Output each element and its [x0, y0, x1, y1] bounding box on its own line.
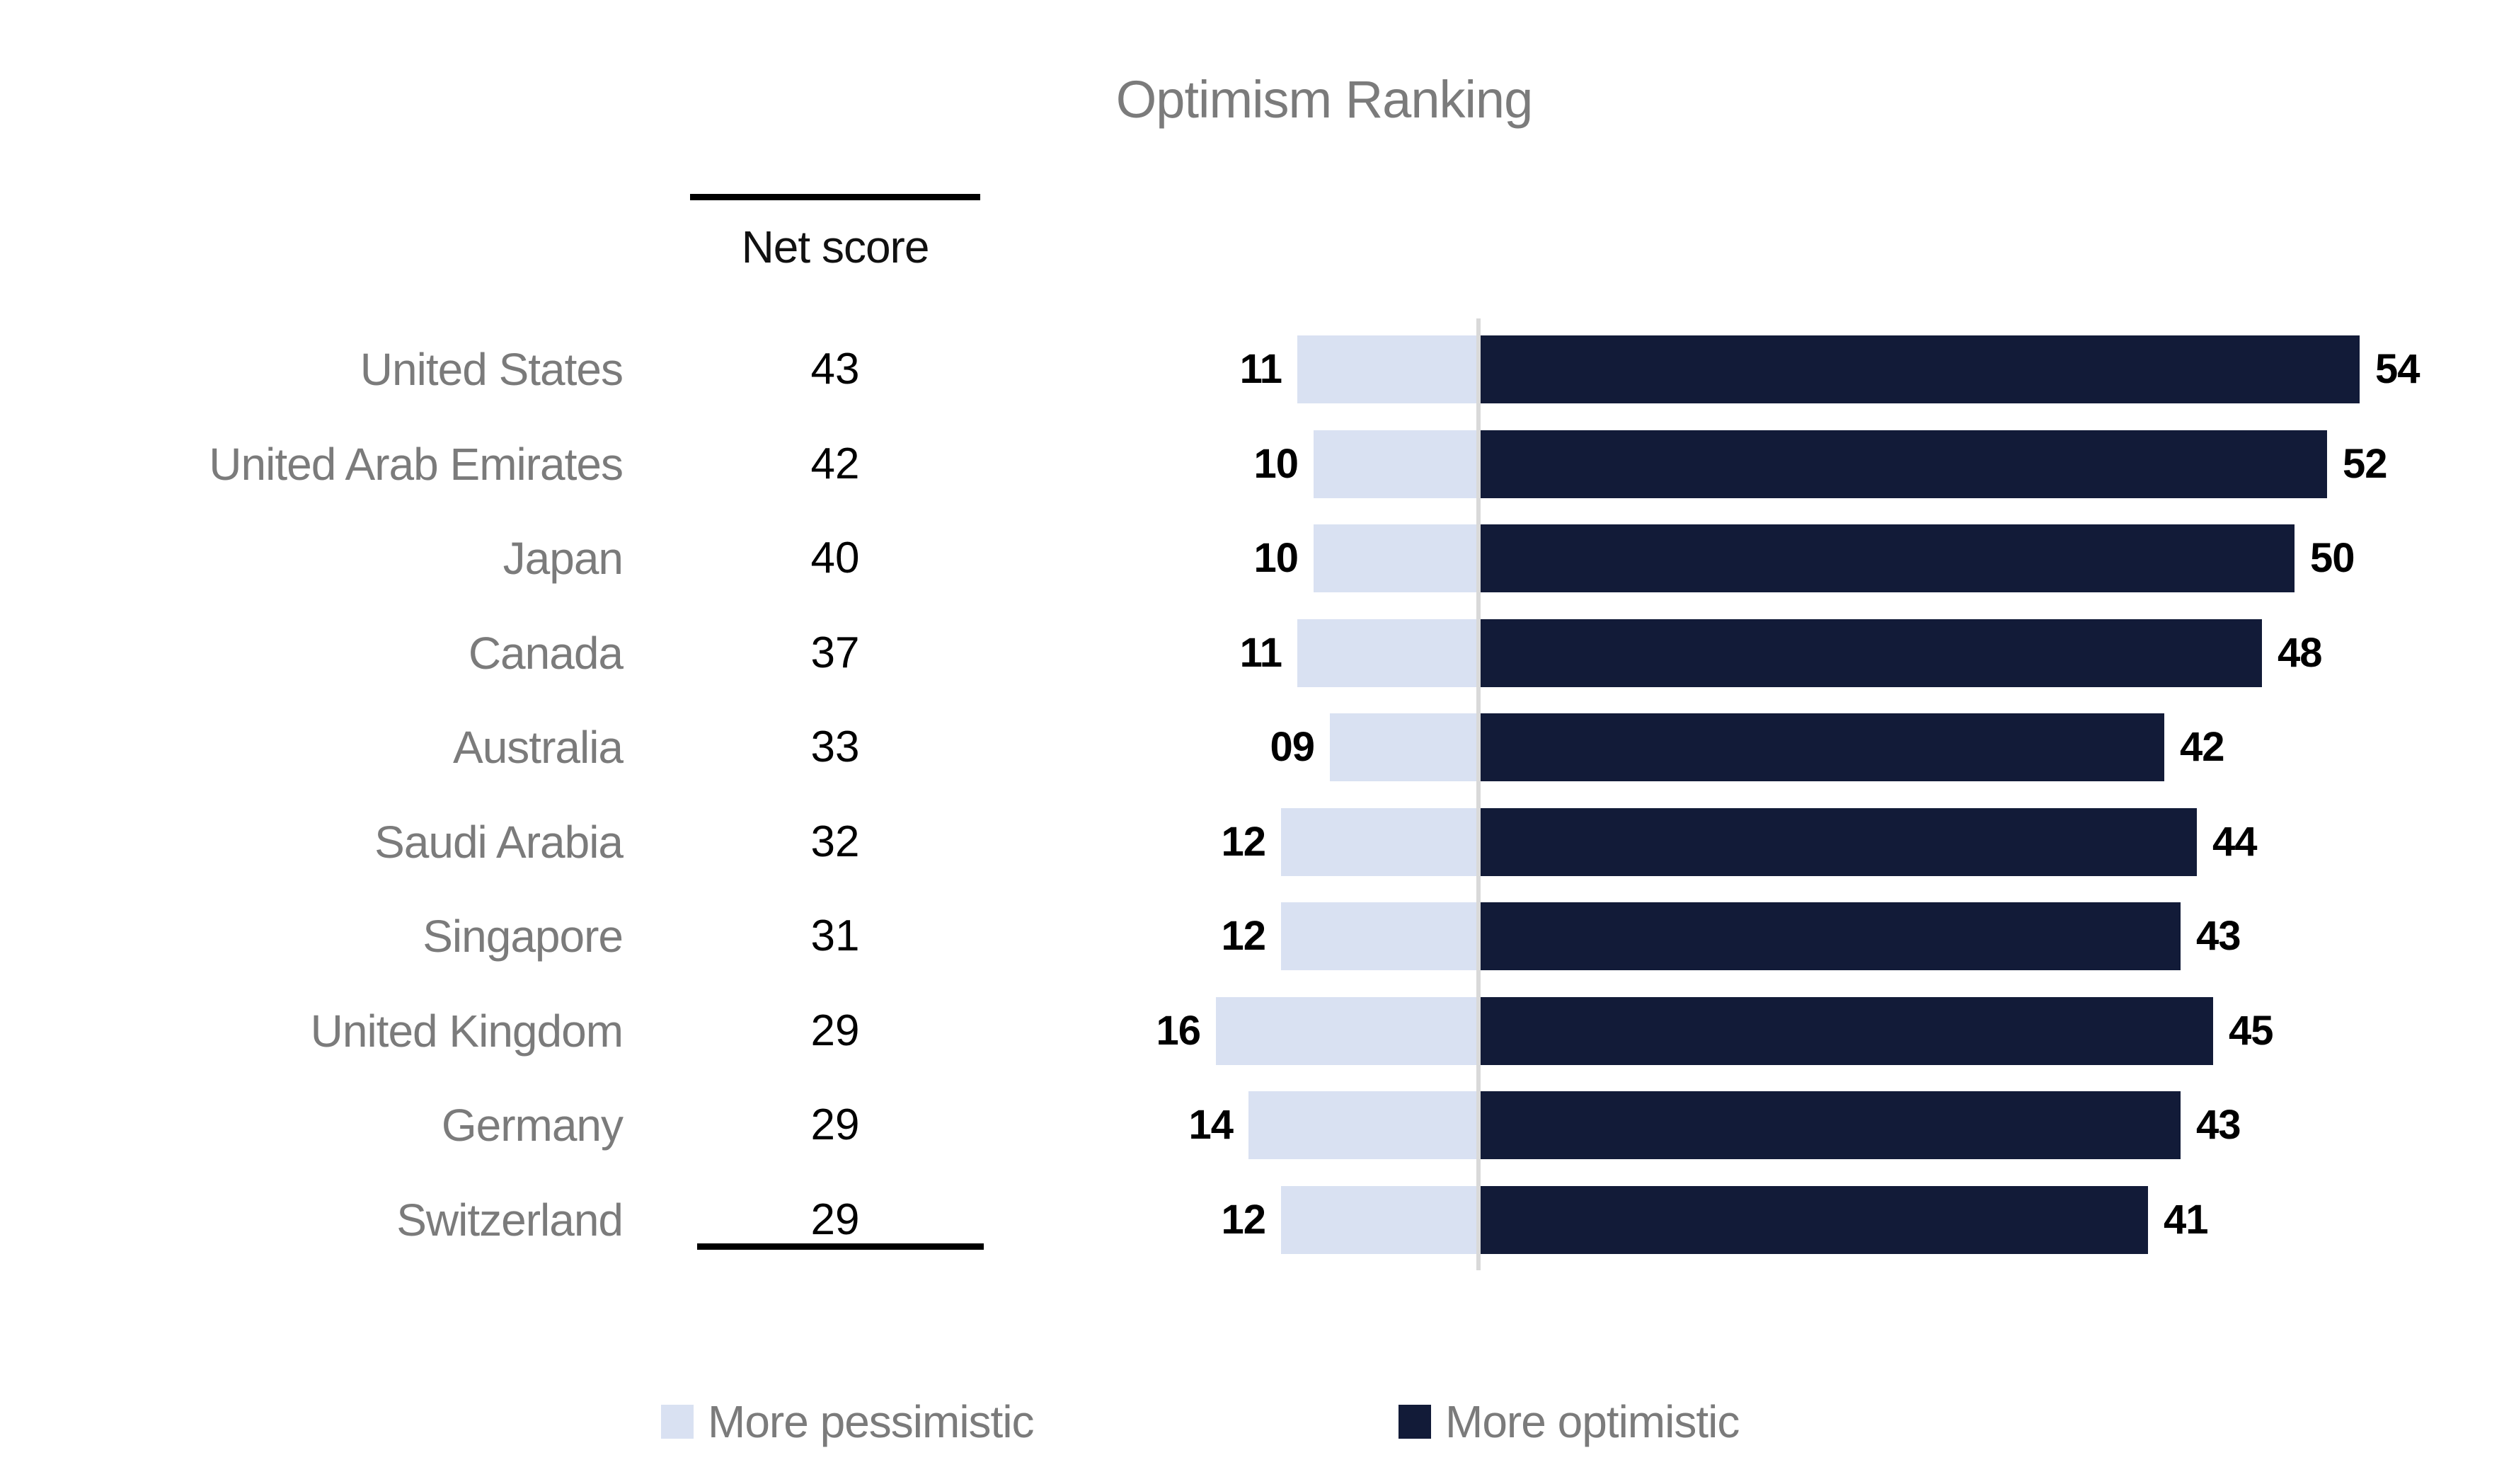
optimistic-bar — [1481, 335, 2360, 403]
pessimistic-bar — [1330, 713, 1476, 782]
pessimistic-bar — [1248, 1091, 1476, 1160]
pessimistic-value-label: 11 — [1239, 629, 1282, 676]
optimistic-bar — [1481, 902, 2181, 971]
pessimistic-value-label: 09 — [1270, 724, 1315, 771]
chart-row: Saudi Arabia 32 12 44 — [0, 807, 2504, 876]
optimistic-bar — [1481, 619, 2262, 687]
pessimistic-value-label: 10 — [1253, 535, 1299, 582]
pessimistic-value-label: 12 — [1221, 913, 1266, 960]
net-score-header: Net score — [741, 222, 930, 272]
zero-axis-line — [1476, 318, 1481, 1270]
legend-item-pessimistic: More pessimistic — [661, 1396, 1035, 1447]
pessimistic-bar — [1297, 619, 1476, 687]
chart-row: Singapore 31 12 43 — [0, 902, 2504, 971]
chart-row: Australia 33 09 42 — [0, 713, 2504, 782]
optimistic-value-label: 41 — [2164, 1197, 2209, 1243]
optimistic-bar — [1481, 713, 2164, 782]
country-label: Germany — [441, 1100, 624, 1151]
optimistic-value-label: 52 — [2343, 440, 2388, 487]
chart-row: Switzerland 29 12 41 — [0, 1186, 2504, 1255]
country-label: Switzerland — [396, 1195, 624, 1246]
net-score-top-rule — [690, 194, 980, 200]
legend-item-optimistic: More optimistic — [1399, 1396, 1740, 1447]
optimistic-value-label: 43 — [2196, 1102, 2241, 1149]
pessimistic-bar — [1281, 902, 1476, 971]
net-score-value: 29 — [810, 1100, 860, 1150]
pessimistic-bar — [1281, 1186, 1476, 1255]
optimistic-bar — [1481, 807, 2197, 876]
optimistic-legend-label: More optimistic — [1445, 1396, 1740, 1447]
chart-row: United States 43 11 54 — [0, 335, 2504, 403]
optimistic-value-label: 44 — [2212, 818, 2258, 865]
pessimistic-bar — [1314, 430, 1476, 498]
net-score-value: 40 — [810, 534, 860, 583]
net-score-value: 31 — [810, 911, 860, 961]
pessimistic-bar — [1281, 807, 1476, 876]
net-score-value: 29 — [810, 1006, 860, 1055]
chart-row: United Kingdom 29 16 45 — [0, 996, 2504, 1065]
country-label: Singapore — [423, 911, 624, 962]
pessimistic-value-label: 10 — [1253, 440, 1299, 487]
pessimistic-legend-swatch — [661, 1405, 694, 1439]
pessimistic-bar — [1297, 335, 1476, 403]
optimistic-bar — [1481, 1186, 2148, 1255]
country-label: Saudi Arabia — [374, 816, 624, 868]
net-score-value: 42 — [810, 439, 860, 488]
pessimistic-bar — [1314, 524, 1476, 593]
net-score-value: 32 — [810, 817, 860, 866]
pessimistic-value-label: 16 — [1156, 1007, 1201, 1054]
pessimistic-value-label: 12 — [1221, 1197, 1266, 1243]
optimistic-bar — [1481, 524, 2295, 593]
optimistic-value-label: 45 — [2229, 1007, 2274, 1054]
chart-row: United Arab Emirates 42 10 52 — [0, 430, 2504, 498]
optimistic-bar — [1481, 1091, 2181, 1160]
net-score-value: 43 — [810, 345, 860, 393]
optimistic-bar — [1481, 430, 2327, 498]
country-label: Australia — [453, 722, 624, 773]
chart-row: Canada 37 11 48 — [0, 619, 2504, 687]
net-score-value: 37 — [810, 628, 860, 677]
country-label: United Arab Emirates — [209, 438, 624, 490]
country-label: United States — [360, 344, 624, 395]
country-label: Canada — [468, 627, 624, 679]
chart-row: Japan 40 10 50 — [0, 524, 2504, 593]
chart-row: Germany 29 14 43 — [0, 1091, 2504, 1160]
country-label: Japan — [502, 533, 624, 585]
pessimistic-legend-label: More pessimistic — [708, 1396, 1035, 1447]
country-label: United Kingdom — [310, 1005, 624, 1057]
chart-title: Optimism Ranking — [1115, 70, 1534, 129]
optimistic-value-label: 43 — [2196, 913, 2241, 960]
optimistic-legend-swatch — [1399, 1405, 1431, 1439]
optimistic-bar — [1481, 996, 2213, 1065]
pessimistic-bar — [1216, 996, 1476, 1065]
optimistic-value-label: 48 — [2278, 629, 2323, 676]
pessimistic-value-label: 11 — [1239, 346, 1282, 392]
net-score-value: 29 — [810, 1195, 860, 1245]
net-score-value: 33 — [810, 723, 860, 772]
optimistic-value-label: 42 — [2180, 724, 2225, 771]
optimistic-value-label: 50 — [2310, 535, 2355, 582]
pessimistic-value-label: 14 — [1188, 1102, 1234, 1149]
net-score-bottom-rule — [697, 1243, 984, 1250]
pessimistic-value-label: 12 — [1221, 818, 1266, 865]
optimistic-value-label: 54 — [2375, 346, 2420, 392]
